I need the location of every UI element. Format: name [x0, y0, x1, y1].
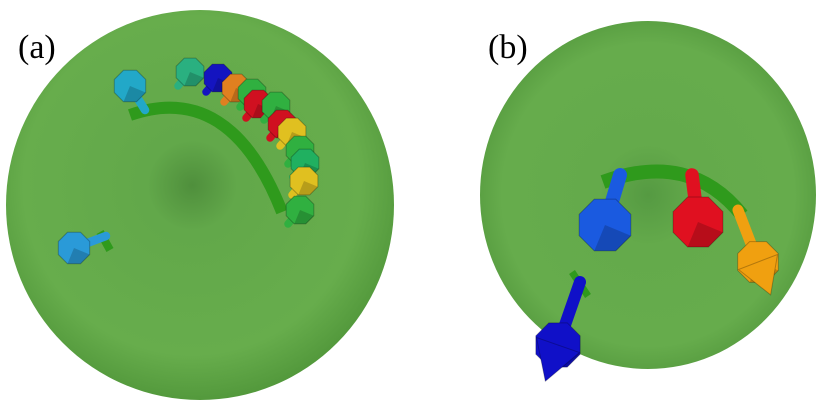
- panel-label: (b): [488, 29, 528, 66]
- panel-label: (a): [18, 29, 56, 66]
- sphere: [480, 21, 816, 369]
- figure: (a) (b): [0, 0, 828, 403]
- page: (a) (b) (() => { const data = JSON.parse…: [0, 0, 828, 403]
